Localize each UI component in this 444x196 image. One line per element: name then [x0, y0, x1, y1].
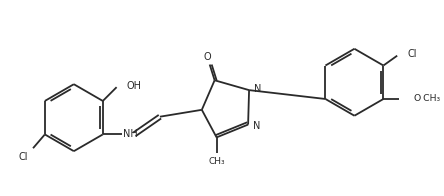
Text: O CH₃: O CH₃	[414, 94, 440, 103]
Text: CH₃: CH₃	[208, 158, 225, 166]
Text: NH: NH	[123, 129, 138, 139]
Text: Cl: Cl	[407, 49, 416, 59]
Text: Cl: Cl	[19, 152, 28, 162]
Text: OH: OH	[127, 81, 142, 91]
Text: N: N	[254, 84, 262, 94]
Text: N: N	[253, 121, 260, 131]
Text: O: O	[204, 52, 211, 62]
